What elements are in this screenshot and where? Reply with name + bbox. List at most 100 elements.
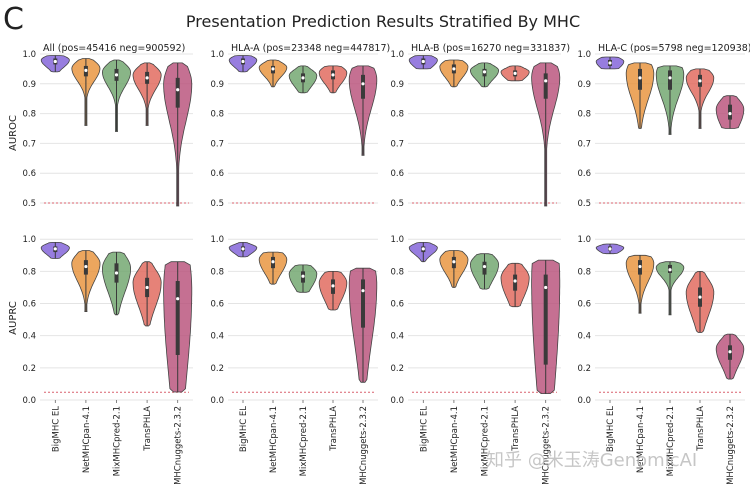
violin-median [271,260,275,264]
violin-median [361,289,365,293]
y-tick-label: 0.5 [22,199,36,209]
x-tick-label: NetMHCpan-4.1 [82,406,92,473]
x-tick-label: MixMHCpred-2.1 [299,406,309,476]
y-tick-label: 0.6 [210,169,224,179]
violin-iqr-box [361,279,365,328]
y-tick-label: 0.8 [210,110,224,120]
y-tick-label: 0.9 [577,80,591,90]
y-tick-label: 0.4 [210,332,224,342]
violin-median [513,279,517,283]
violin-median [145,285,149,290]
y-tick-label: 0.6 [22,169,36,179]
y-tick-label: 0.6 [390,169,404,179]
panel-title: All (pos=45416 neg=900592) [43,43,185,54]
y-tick-label: 0.8 [22,267,36,277]
violin-median [482,264,487,269]
y-tick-label: 0.9 [22,80,36,90]
violin-iqr-box [543,73,548,99]
subplot: 0.0 0.2 0.4 0.6 0.8 1.0 BigMHC EL NetMHCpan-4.1… [577,235,745,485]
y-tick-label: 0.7 [577,139,591,149]
subplot: 0.0 0.2 0.4 0.6 0.8 1.0 BigMHC EL NetMHCpan-4.1… [390,235,561,485]
violin-grid: All (pos=45416 neg=900592) HLA-A (pos=233… [8,43,750,485]
y-tick-label: 0.8 [577,110,591,120]
y-tick-label: 0.6 [577,169,591,179]
x-tick-label: BigMHC EL [606,406,616,452]
y-tick-label: 0.8 [22,110,36,120]
violin-median [698,295,702,299]
violin-median [668,268,672,272]
y-tick-label: 0.9 [390,80,404,90]
y-tick-label: 0.4 [390,332,404,342]
violin-median [271,67,275,71]
violin-iqr-box [543,274,548,365]
y-tick-label: 0.7 [22,139,36,149]
panel-title: HLA-A (pos=23348 neg=447817) [231,43,390,54]
violin-median [421,247,425,251]
y-tick-label: 1.0 [210,50,224,60]
panel-letter: C [3,2,24,37]
y-tick-label: 0.6 [390,300,404,310]
y-tick-label: 1.0 [22,50,36,60]
violin-median [728,350,732,354]
x-tick-label: BigMHC EL [51,406,61,452]
violin-median [53,59,57,64]
y-tick-label: 0.2 [210,364,224,374]
violin-median [114,73,119,77]
x-tick-label: TransPHLA [143,406,153,452]
x-tick-label: MixMHCpred-2.1 [113,406,123,476]
violin-median [668,76,672,80]
watermark-text: 知乎 @米玉涛GenomicAI [486,450,697,471]
violin-median [145,76,149,80]
violin-median [176,297,180,301]
y-tick-label: 0.8 [390,110,404,120]
violin-median [84,264,88,269]
violin-iqr-box [482,261,487,275]
y-tick-label: 0.7 [210,139,224,149]
y-tick-label: 0.8 [390,267,404,277]
violin-median [638,264,642,269]
x-tick-label: MHCnuggets-2.3.2 [174,406,184,485]
violin-median [53,247,57,251]
subplot: 0.5 0.6 0.7 0.8 0.9 1.0 [22,50,193,209]
violin-median [301,76,305,80]
x-tick-label: TransPHLA [511,406,521,452]
violin-median [331,284,335,288]
y-tick-label: 0.2 [22,364,36,374]
x-tick-label: MHCnuggets-2.3.2 [726,406,736,485]
panel-title: HLA-C (pos=5798 neg=120938) [598,43,750,54]
y-tick-label: 0.0 [390,396,404,406]
violin-iqr-box [175,77,180,108]
x-tick-label: MixMHCpred-2.1 [481,406,491,476]
violin-median [698,79,702,83]
violin-iqr-box [668,70,672,90]
violin-median [544,79,548,83]
violin-median [176,88,180,92]
y-tick-label: 0.5 [390,199,404,209]
y-tick-label: 1.0 [22,235,36,245]
y-tick-label: 0.2 [577,364,591,374]
y-tick-label: 0.6 [577,300,591,310]
y-tick-label: 1.0 [390,235,404,245]
y-axis-label: AUROC [8,115,19,151]
subplot: 0.5 0.6 0.7 0.8 0.9 1.0 [577,50,745,209]
x-tick-label: NetMHCpan-4.1 [636,406,646,473]
y-tick-label: 0.2 [390,364,404,374]
subplot: 0.0 0.2 0.4 0.6 0.8 1.0 BigMHC EL NetMHCpan-4.1… [210,235,378,485]
violin-median [513,71,517,75]
violin-median [452,260,456,264]
y-tick-label: 0.8 [210,267,224,277]
y-tick-label: 1.0 [577,235,591,245]
x-tick-label: BigMHC EL [419,406,429,452]
x-tick-label: MHCnuggets-2.3.2 [359,406,369,485]
subplot: 0.5 0.6 0.7 0.8 0.9 1.0 [210,50,378,209]
subplot: 0.0 0.2 0.4 0.6 0.8 1.0 BigMHC EL NetMHCpan-4.1… [22,235,193,485]
y-tick-label: 0.6 [22,300,36,310]
x-tick-label: MixMHCpred-2.1 [666,406,676,476]
x-tick-label: TransPHLA [696,406,706,452]
violin-median [608,247,612,251]
y-tick-label: 0.5 [577,199,591,209]
y-tick-label: 0.0 [210,396,224,406]
y-tick-label: 0.5 [210,199,224,209]
y-axis-label: AUPRC [8,301,19,335]
